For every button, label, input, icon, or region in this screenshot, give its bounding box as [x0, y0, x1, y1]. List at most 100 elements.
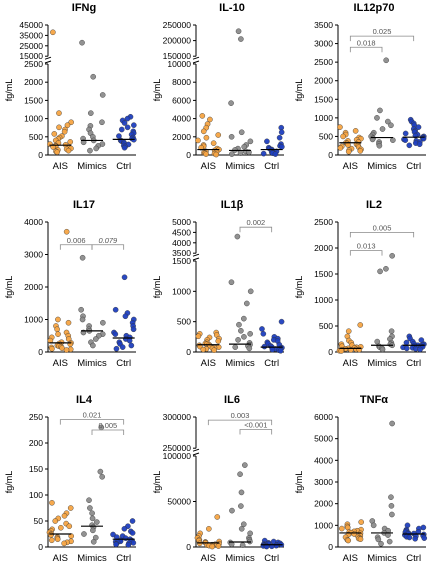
y-tick-label: 6000 — [314, 412, 333, 422]
data-point — [403, 339, 410, 346]
y-axis-label: fg/mL — [294, 79, 304, 102]
data-point — [200, 128, 207, 135]
panel-title: IL17 — [73, 199, 95, 211]
data-point — [402, 130, 409, 137]
group-ais — [195, 113, 222, 158]
data-point — [54, 149, 60, 155]
data-point — [375, 536, 382, 543]
data-point — [240, 521, 247, 528]
data-point — [49, 345, 55, 352]
data-point — [113, 541, 119, 548]
bracket-line — [91, 429, 125, 435]
panel-il12p70: IL12p70 fg/mL 0 500 1000 1500 2000 2500 3000 3500… — [294, 2, 427, 172]
data-point — [121, 526, 128, 532]
category-label-mimics: Mimics — [225, 553, 255, 564]
group-ctrl — [401, 116, 427, 149]
comparison-bracket: 0.025 — [349, 27, 415, 42]
y-tick-label: 200000 — [163, 36, 192, 46]
bracket-line — [239, 429, 273, 435]
comparison-bracket: 0.021 — [59, 411, 125, 425]
data-point — [48, 532, 54, 538]
y-tick-label: 2000 — [172, 132, 191, 142]
data-point — [203, 151, 209, 157]
category-label-ctrl: Ctrl — [264, 358, 279, 369]
data-point — [112, 331, 119, 337]
data-point — [93, 145, 99, 152]
group-ais — [194, 514, 222, 550]
panel-title: IL1β — [221, 199, 244, 211]
data-point — [276, 134, 283, 141]
data-point — [49, 500, 55, 506]
p-value-label: <0.001 — [244, 420, 267, 429]
category-label-ais: AIS — [201, 161, 216, 172]
category-label-ctrl: Ctrl — [264, 161, 279, 172]
data-point — [78, 306, 84, 313]
comparison-bracket: 0.018 — [349, 38, 383, 53]
p-value-label: 0.003 — [231, 411, 250, 420]
group-ctrl — [111, 274, 137, 352]
category-label-ais: AIS — [343, 161, 358, 172]
data-point — [121, 144, 128, 151]
group-ais — [47, 29, 74, 155]
data-point — [94, 519, 100, 525]
data-point — [236, 321, 242, 328]
comparison-bracket: <0.001 — [239, 420, 273, 435]
data-point — [209, 543, 216, 550]
group-mimics — [78, 254, 106, 349]
p-value-label: 0.005 — [98, 421, 117, 430]
data-point — [383, 266, 389, 272]
data-point — [244, 300, 250, 307]
y-tick-label: 250 — [29, 412, 43, 422]
category-label-ctrl: Ctrl — [116, 553, 131, 564]
panel-il17: IL17 fg/mL 0 1000 2000 3000 4000 AIS Mimics Ctrl 0… — [4, 199, 137, 369]
group-ais — [338, 519, 364, 544]
data-point — [129, 530, 136, 536]
data-point — [79, 316, 86, 323]
data-point — [357, 148, 364, 154]
y-tick-label: 1000 — [314, 520, 333, 530]
axis-break-mark — [192, 452, 200, 456]
y-tick-label: 0 — [328, 150, 333, 160]
data-point — [210, 140, 217, 146]
y-tick-label: 2500 — [24, 59, 43, 69]
data-point — [406, 142, 413, 149]
group-ais — [47, 228, 74, 353]
data-point — [51, 131, 58, 137]
data-point — [272, 151, 279, 157]
category-label-ais: AIS — [53, 553, 68, 564]
data-point — [234, 233, 241, 240]
data-point — [121, 120, 128, 126]
y-tick-label: 1500 — [172, 256, 191, 266]
data-point — [87, 110, 94, 116]
panel-il4: IL4 fg/mL 0 50 100 150 200 250 AIS Mimics Ctrl 0.00… — [4, 394, 137, 564]
data-point — [87, 505, 93, 511]
data-point — [121, 274, 128, 281]
y-tick-label: 0 — [186, 542, 191, 552]
data-point — [113, 345, 120, 352]
data-point — [388, 503, 395, 509]
data-point — [377, 107, 383, 114]
category-label-ctrl: Ctrl — [406, 358, 421, 369]
y-axis-label: fg/mL — [152, 276, 162, 299]
y-tick-label: 35000 — [19, 30, 43, 40]
category-label-ctrl: Ctrl — [116, 358, 131, 369]
data-point — [66, 523, 73, 529]
y-tick-label: 8000 — [172, 77, 191, 87]
group-mimics — [369, 420, 395, 547]
y-tick-label: 0 — [38, 347, 43, 357]
y-tick-label: 0 — [38, 542, 43, 552]
data-point — [277, 347, 284, 354]
y-tick-label: 4000 — [24, 217, 43, 227]
comparison-bracket: 0.002 — [239, 218, 273, 233]
data-point — [228, 279, 235, 286]
category-label-mimics: Mimics — [367, 161, 397, 172]
axis-break-mark — [44, 56, 52, 60]
data-point — [238, 129, 245, 136]
bracket-line — [207, 419, 273, 426]
bracket-line — [239, 226, 273, 233]
data-point — [388, 494, 394, 500]
data-point — [65, 319, 72, 326]
data-point — [402, 137, 409, 143]
data-point — [247, 331, 253, 337]
